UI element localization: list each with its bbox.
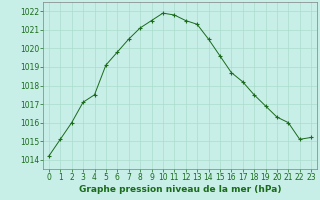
X-axis label: Graphe pression niveau de la mer (hPa): Graphe pression niveau de la mer (hPa) [79, 185, 281, 194]
